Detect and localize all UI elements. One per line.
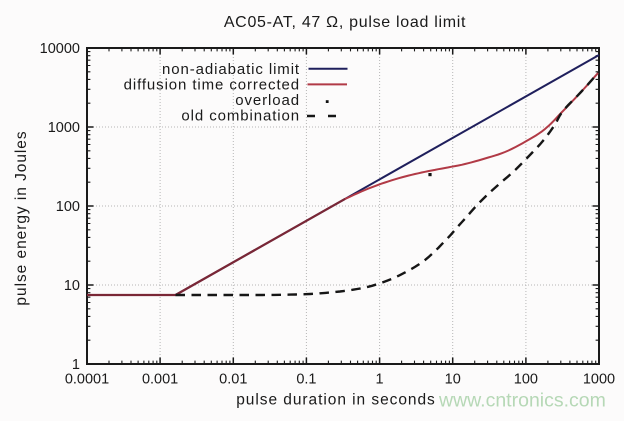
svg-text:1000: 1000: [48, 120, 80, 136]
svg-text:0.0001: 0.0001: [65, 372, 109, 388]
svg-text:pulse duration in seconds: pulse duration in seconds: [236, 392, 436, 409]
svg-text:100: 100: [514, 372, 538, 388]
svg-text:100: 100: [56, 199, 80, 215]
svg-text:AC05-AT, 47 Ω, pulse load limi: AC05-AT, 47 Ω, pulse load limit: [224, 14, 466, 31]
svg-text:www.cntronics.com: www.cntronics.com: [438, 390, 606, 412]
svg-text:overload: overload: [235, 92, 300, 109]
svg-text:0.1: 0.1: [296, 372, 316, 388]
svg-text:old combination: old combination: [181, 108, 300, 125]
svg-text:1: 1: [72, 357, 80, 373]
svg-text:10000: 10000: [40, 41, 80, 57]
svg-text:0.01: 0.01: [219, 372, 247, 388]
svg-text:1000: 1000: [583, 372, 615, 388]
svg-text:non-adiabatic limit: non-adiabatic limit: [162, 61, 300, 78]
svg-text:1: 1: [376, 372, 384, 388]
svg-text:10: 10: [445, 372, 461, 388]
svg-text:10: 10: [64, 278, 80, 294]
svg-text:0.001: 0.001: [142, 372, 178, 388]
svg-text:diffusion time corrected: diffusion time corrected: [124, 77, 300, 94]
svg-text:pulse energy in Joules: pulse energy in Joules: [13, 130, 30, 305]
